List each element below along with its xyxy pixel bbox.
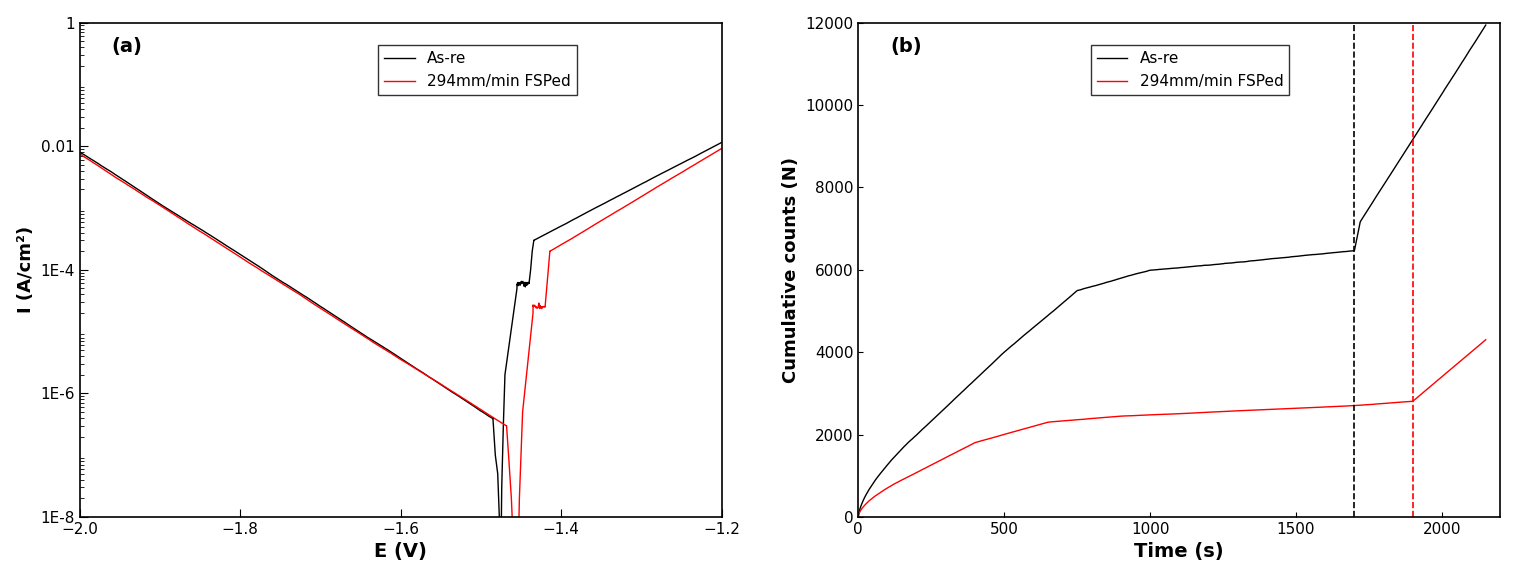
As-re <box>70 149 88 155</box>
294mm/min FSPed <box>532 305 551 312</box>
Legend: As-re, 294mm/min FSPed: As-re, 294mm/min FSPed <box>1091 45 1289 95</box>
As-re <box>881 458 900 465</box>
294mm/min FSPed <box>850 513 868 520</box>
294mm/min FSPed <box>1476 336 1494 343</box>
Y-axis label: Cumulative counts (N): Cumulative counts (N) <box>781 157 799 383</box>
As-re <box>658 167 677 174</box>
Text: (a): (a) <box>112 38 143 57</box>
294mm/min FSPed <box>881 483 900 490</box>
As-re <box>90 161 108 168</box>
As-re <box>850 513 868 520</box>
Y-axis label: I (A/cm²): I (A/cm²) <box>17 226 35 313</box>
294mm/min FSPed <box>1343 402 1361 409</box>
X-axis label: E (V): E (V) <box>375 542 428 561</box>
294mm/min FSPed <box>713 145 731 152</box>
294mm/min FSPed <box>1458 352 1476 359</box>
294mm/min FSPed <box>252 267 270 274</box>
294mm/min FSPed <box>1458 351 1476 358</box>
294mm/min FSPed <box>70 150 88 157</box>
As-re <box>1154 265 1173 272</box>
As-re <box>1458 50 1476 57</box>
Line: As-re: As-re <box>859 25 1485 517</box>
As-re <box>633 180 651 187</box>
Line: 294mm/min FSPed: 294mm/min FSPed <box>859 340 1485 517</box>
As-re <box>1476 21 1494 28</box>
X-axis label: Time (s): Time (s) <box>1135 542 1224 561</box>
As-re <box>1458 51 1476 58</box>
As-re <box>546 226 564 233</box>
294mm/min FSPed <box>1154 411 1173 418</box>
As-re <box>1138 268 1156 275</box>
294mm/min FSPed <box>1138 412 1156 418</box>
Line: 294mm/min FSPed: 294mm/min FSPed <box>79 149 722 578</box>
294mm/min FSPed <box>520 347 539 354</box>
As-re <box>563 217 581 224</box>
294mm/min FSPed <box>91 164 109 171</box>
Legend: As-re, 294mm/min FSPed: As-re, 294mm/min FSPed <box>378 45 576 95</box>
As-re <box>492 564 510 571</box>
294mm/min FSPed <box>109 176 127 183</box>
As-re <box>426 378 444 385</box>
As-re <box>713 139 731 146</box>
294mm/min FSPed <box>203 236 221 243</box>
Text: (b): (b) <box>890 38 922 57</box>
As-re <box>1343 247 1361 254</box>
Line: As-re: As-re <box>79 142 722 568</box>
